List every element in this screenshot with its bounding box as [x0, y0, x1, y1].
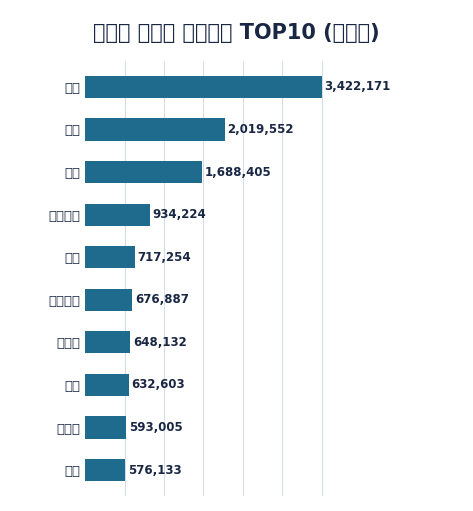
Text: 글로벌 국가별 수출규모 TOP10 (백만불): 글로벌 국가별 수출규모 TOP10 (백만불): [93, 23, 380, 43]
Text: 632,603: 632,603: [131, 379, 185, 391]
Text: 3,422,171: 3,422,171: [324, 80, 391, 94]
Bar: [85, 374, 129, 396]
Text: 1,688,405: 1,688,405: [205, 166, 272, 178]
Bar: [85, 289, 132, 311]
Text: 676,887: 676,887: [135, 293, 189, 306]
Bar: [85, 459, 125, 481]
Bar: [85, 246, 135, 268]
Text: 934,224: 934,224: [152, 208, 206, 221]
Bar: [85, 331, 130, 354]
Title: 글로벌 국가별 수출규모 TOP10 (백만불): 글로벌 국가별 수출규모 TOP10 (백만불): [0, 510, 1, 511]
Text: 717,254: 717,254: [138, 251, 191, 264]
Text: 576,133: 576,133: [128, 463, 182, 477]
Text: 2,019,552: 2,019,552: [228, 123, 294, 136]
Bar: [85, 203, 149, 226]
Text: 593,005: 593,005: [129, 421, 183, 434]
Bar: [85, 161, 202, 183]
Bar: [85, 416, 126, 438]
Bar: [85, 76, 322, 98]
Text: 648,132: 648,132: [133, 336, 186, 349]
Bar: [85, 119, 225, 141]
